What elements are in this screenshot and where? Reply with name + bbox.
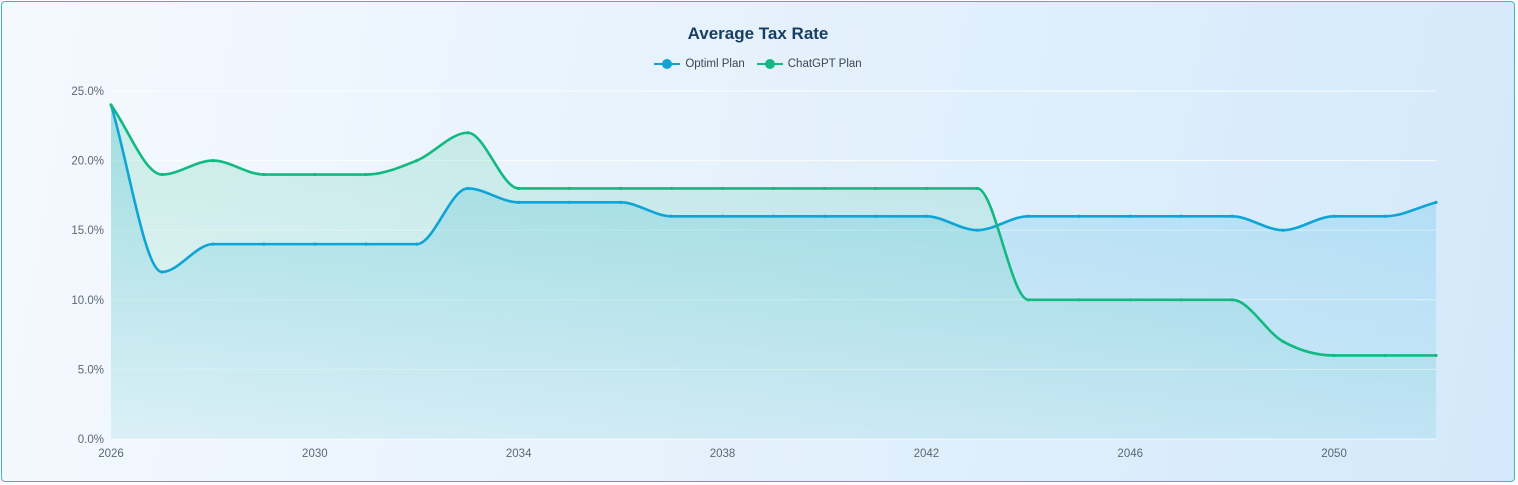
y-tick-label: 0.0% bbox=[78, 434, 104, 446]
x-tick-label: 2046 bbox=[1117, 448, 1143, 460]
data-point[interactable] bbox=[1077, 298, 1081, 302]
data-point[interactable] bbox=[720, 186, 725, 191]
data-point[interactable] bbox=[313, 172, 317, 177]
data-point[interactable] bbox=[1128, 214, 1132, 218]
data-point[interactable] bbox=[517, 186, 521, 191]
x-tick-label: 2042 bbox=[914, 448, 940, 460]
data-point[interactable] bbox=[669, 186, 674, 191]
area-chatgpt-plan bbox=[111, 104, 1436, 440]
chart-title: Average Tax Rate bbox=[687, 24, 829, 43]
legend-marker-icon bbox=[756, 58, 783, 70]
data-point[interactable] bbox=[619, 186, 623, 191]
data-point[interactable] bbox=[160, 270, 164, 274]
data-point[interactable] bbox=[160, 172, 164, 177]
x-tick-label: 2038 bbox=[710, 448, 736, 460]
data-point[interactable] bbox=[1332, 353, 1336, 358]
data-point[interactable] bbox=[1230, 214, 1234, 218]
y-tick-label: 20.0% bbox=[71, 156, 104, 168]
data-point[interactable] bbox=[1026, 214, 1030, 218]
data-point[interactable] bbox=[568, 186, 572, 191]
data-point[interactable] bbox=[1026, 298, 1030, 302]
data-point[interactable] bbox=[313, 242, 317, 246]
y-tick-label: 10.0% bbox=[71, 295, 104, 307]
data-point[interactable] bbox=[669, 214, 674, 218]
data-point[interactable] bbox=[1383, 353, 1387, 358]
y-tick-label: 5.0% bbox=[78, 364, 104, 376]
data-point[interactable] bbox=[262, 242, 266, 246]
data-point[interactable] bbox=[1128, 298, 1132, 302]
legend-label-chatgpt: ChatGPT Plan bbox=[787, 58, 862, 70]
data-point[interactable] bbox=[1434, 200, 1438, 204]
data-point[interactable] bbox=[1077, 214, 1081, 218]
data-point[interactable] bbox=[822, 186, 827, 191]
data-point[interactable] bbox=[1179, 214, 1183, 218]
data-point[interactable] bbox=[822, 214, 827, 218]
x-tick-label: 2034 bbox=[506, 448, 532, 460]
legend-item-chatgpt[interactable]: ChatGPT Plan bbox=[756, 58, 862, 70]
data-point[interactable] bbox=[364, 172, 368, 177]
data-point[interactable] bbox=[1434, 353, 1438, 358]
x-tick-label: 2050 bbox=[1321, 448, 1347, 460]
y-tick-label: 25.0% bbox=[71, 86, 104, 98]
data-point[interactable] bbox=[873, 186, 878, 191]
data-point[interactable] bbox=[619, 200, 623, 204]
data-point[interactable] bbox=[924, 214, 928, 218]
x-tick-label: 2026 bbox=[98, 448, 124, 460]
data-point[interactable] bbox=[771, 214, 776, 218]
data-point[interactable] bbox=[924, 186, 928, 191]
data-point[interactable] bbox=[466, 131, 470, 135]
data-point[interactable] bbox=[568, 200, 572, 204]
data-point[interactable] bbox=[109, 103, 113, 107]
legend-label-optiml: Optiml Plan bbox=[685, 58, 745, 70]
data-point[interactable] bbox=[1281, 228, 1285, 232]
series-line-optiml-plan bbox=[109, 103, 1438, 274]
data-point[interactable] bbox=[211, 242, 215, 246]
data-point[interactable] bbox=[1383, 214, 1387, 218]
data-point[interactable] bbox=[517, 200, 521, 204]
data-point[interactable] bbox=[975, 228, 979, 232]
data-point[interactable] bbox=[1179, 298, 1183, 302]
data-point[interactable] bbox=[466, 186, 470, 191]
data-point[interactable] bbox=[262, 172, 266, 177]
data-point[interactable] bbox=[1230, 298, 1234, 302]
data-point[interactable] bbox=[415, 242, 419, 246]
data-point[interactable] bbox=[720, 214, 725, 218]
legend-item-optiml[interactable]: Optiml Plan bbox=[654, 58, 745, 70]
data-point[interactable] bbox=[1281, 339, 1285, 344]
data-point[interactable] bbox=[1332, 214, 1336, 218]
data-point[interactable] bbox=[771, 186, 776, 191]
chart-legend: Optiml Plan ChatGPT Plan bbox=[2, 58, 1514, 70]
legend-marker-icon bbox=[654, 58, 681, 70]
x-tick-label: 2030 bbox=[302, 448, 328, 460]
data-point[interactable] bbox=[211, 159, 215, 163]
data-point[interactable] bbox=[364, 242, 368, 246]
data-point[interactable] bbox=[873, 214, 878, 218]
y-tick-label: 15.0% bbox=[71, 225, 104, 237]
data-point[interactable] bbox=[975, 186, 979, 191]
data-point[interactable] bbox=[415, 159, 419, 163]
